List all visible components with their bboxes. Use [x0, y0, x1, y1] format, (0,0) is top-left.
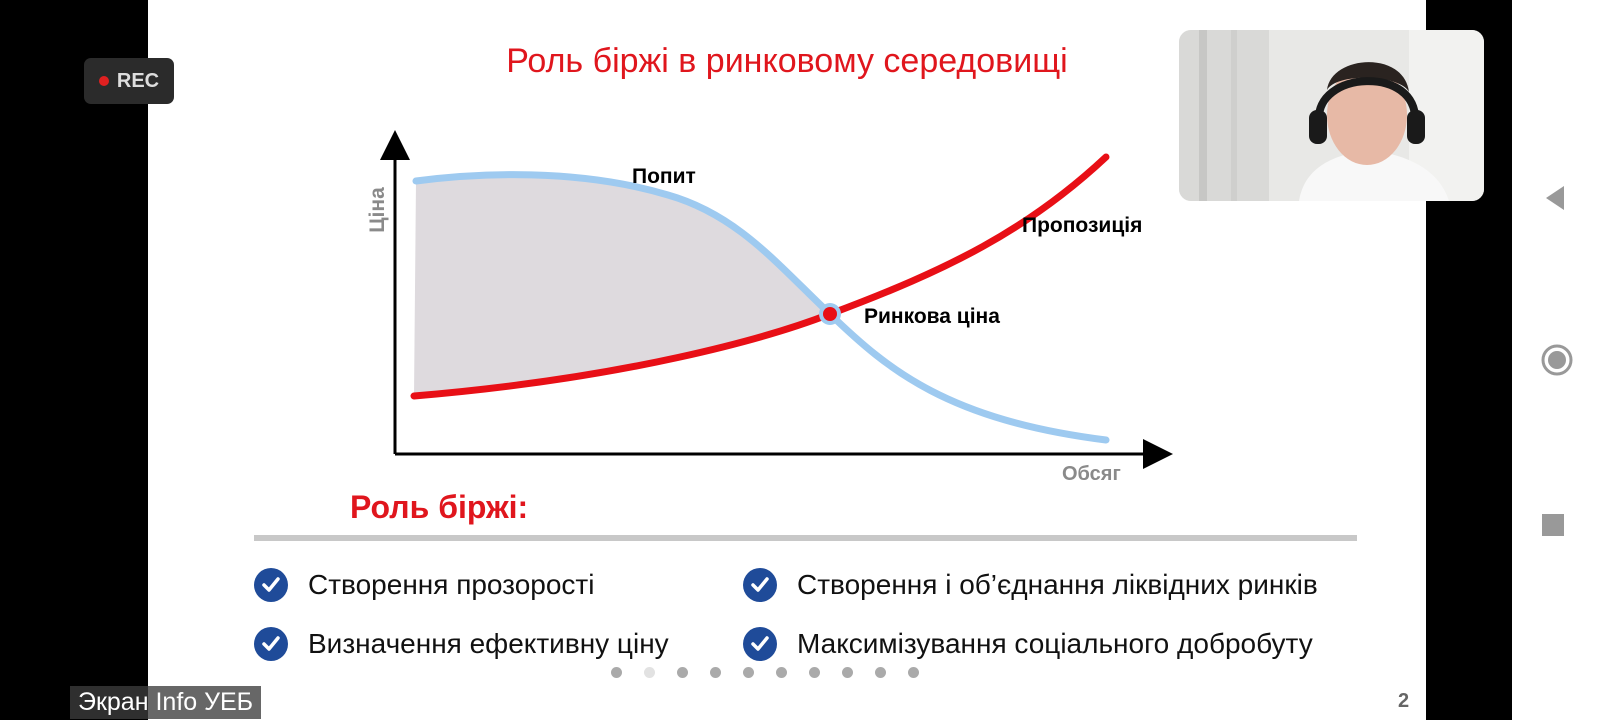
pagination-dot[interactable] [809, 667, 820, 678]
pagination-dot[interactable] [644, 667, 655, 678]
pagination-dot[interactable] [743, 667, 754, 678]
bullet-text: Визначення ефективну ціну [308, 628, 669, 659]
bullet-transparency: Створення прозорості [254, 568, 594, 602]
check-circle-icon [743, 568, 777, 602]
pagination-dot[interactable] [710, 667, 721, 678]
triangle-back-icon[interactable] [1540, 183, 1570, 218]
equilibrium-point-core [823, 307, 837, 321]
x-axis-label: Обсяг [1062, 463, 1121, 485]
bullet-text: Створення прозорості [308, 569, 595, 600]
pagination-dot[interactable] [611, 667, 622, 678]
market-price-label: Ринкова ціна [864, 305, 1000, 328]
supply-demand-chart: Ціна Обсяг Попит Пропозиція Ринкова ціна [366, 130, 1173, 485]
recording-indicator: REC [84, 58, 174, 104]
bullet-social-welfare: Максимізування соціального добробуту [743, 627, 1313, 661]
participant-video-feed [1179, 30, 1484, 201]
page-number: 2 [1398, 690, 1410, 712]
demand-curve [412, 171, 1110, 444]
pagination-dot[interactable] [908, 667, 919, 678]
slide-title: Роль біржі в ринковому середовищі [506, 42, 1068, 80]
check-circle-icon [254, 627, 288, 661]
y-axis-label: Ціна [366, 187, 389, 233]
participant-video[interactable] [1179, 30, 1484, 201]
slide-pagination[interactable] [611, 667, 919, 678]
android-nav-bar [1512, 0, 1600, 720]
check-circle-icon [743, 627, 777, 661]
rec-label: REC [116, 69, 160, 92]
record-dot-icon [98, 76, 109, 86]
supply-label: Пропозиція [1022, 214, 1142, 237]
surplus-area [414, 174, 830, 396]
circle-home-icon[interactable] [1540, 343, 1574, 382]
bullet-liquid-markets: Створення і об’єднання ліквідних ринків [743, 568, 1318, 602]
pagination-dot[interactable] [776, 667, 787, 678]
check-circle-icon [254, 568, 288, 602]
pagination-dot[interactable] [677, 667, 688, 678]
square-recents-icon[interactable] [1540, 512, 1566, 543]
bullet-efficient-price: Визначення ефективну ціну [254, 627, 669, 661]
divider [254, 535, 1357, 541]
bullet-text: Максимізування соціального добробуту [797, 628, 1313, 659]
bullet-text: Створення і об’єднання ліквідних ринків [797, 569, 1318, 600]
screen-share-label: Экран Info УЕБ [70, 686, 262, 719]
pagination-dot[interactable] [875, 667, 886, 678]
demand-label: Попит [632, 165, 696, 188]
role-heading: Роль біржі: [350, 489, 529, 525]
pagination-dot[interactable] [842, 667, 853, 678]
